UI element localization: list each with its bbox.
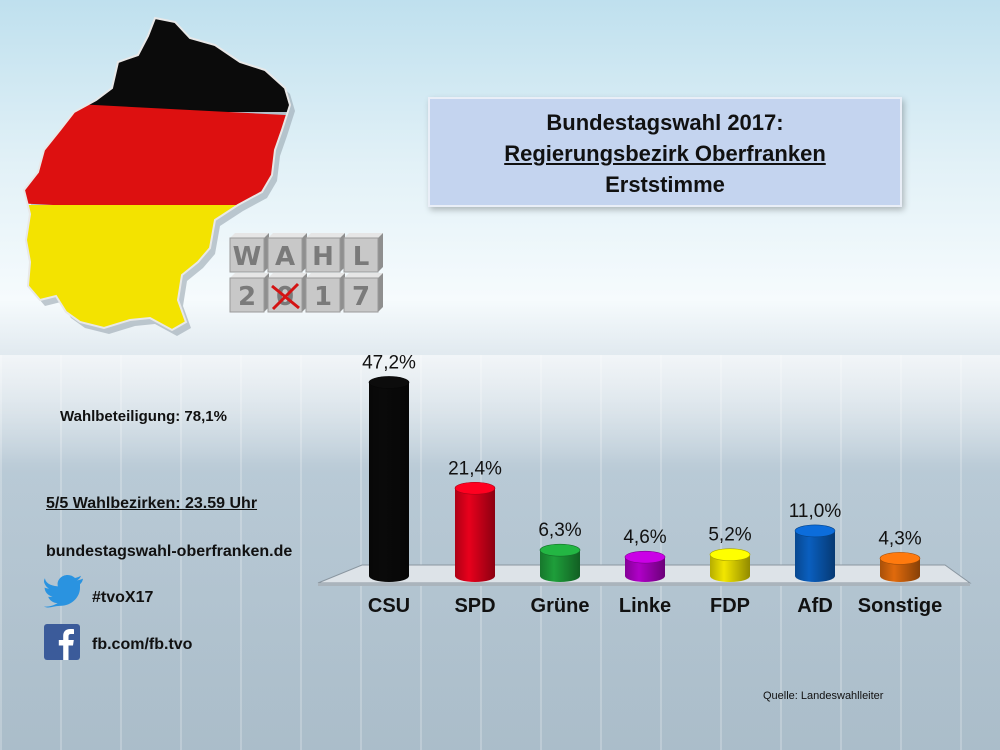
category-label: CSU: [368, 595, 410, 617]
logo-cube-1-3: 7: [343, 273, 383, 313]
bar-spd: [455, 488, 495, 582]
districts-status-text: 5/5 Wahlbezirken: 23.59 Uhr: [46, 495, 258, 512]
category-label: Grüne: [531, 595, 590, 617]
logo-cube-0-2: H: [305, 233, 345, 273]
results-bar-chart: 47,2% 21,4% 6,3% 4,6% 5,2% 11,0% 4,3% CSU SPD Gr…: [317, 352, 972, 617]
title-line-2: Regierungsbezirk Oberfranken: [504, 141, 826, 166]
bar-fdp: [710, 554, 750, 582]
value-label: 5,2%: [708, 525, 751, 546]
twitter-bird-icon: [43, 575, 84, 614]
logo-cube-1-1: 0: [267, 273, 307, 313]
bar-top-5: [794, 524, 836, 538]
category-label: Linke: [619, 595, 671, 617]
bar-top-6: [879, 552, 921, 565]
website-link[interactable]: bundestagswahl-oberfranken.de: [46, 543, 293, 560]
logo-cube-1-0: 2: [229, 273, 269, 313]
turnout-text: Wahlbeteiligung: 78,1%: [60, 408, 227, 425]
source-text: Quelle: Landeswahlleiter: [763, 690, 884, 702]
bar-csu: [369, 382, 409, 582]
logo-cube-0-1: A: [267, 233, 307, 273]
bar-top-2: [539, 543, 581, 557]
logo-letter: H: [312, 242, 334, 272]
logo-letter: W: [233, 242, 262, 272]
logo-letter: 7: [352, 282, 370, 312]
title-line-1: Bundestagswahl 2017:: [546, 110, 784, 135]
value-label: 6,3%: [538, 520, 581, 541]
facebook-icon: [44, 624, 80, 665]
bar-afd: [795, 530, 835, 582]
logo-cube-1-2: 1: [305, 273, 345, 313]
category-label: AfD: [797, 595, 833, 617]
title-line-3: Erststimme: [605, 172, 725, 197]
bar-top-4: [709, 548, 751, 561]
value-label: 4,3%: [878, 528, 921, 549]
category-label: Sonstige: [858, 595, 942, 617]
bar-grne: [540, 550, 580, 582]
logo-letter: 2: [238, 282, 256, 312]
category-label: SPD: [454, 595, 495, 617]
bar-top-1: [454, 481, 496, 495]
logo-cube-0-3: L: [343, 233, 383, 273]
logo-cube-0-0: W: [229, 233, 269, 273]
twitter-handle-text[interactable]: #tvoX17: [92, 589, 154, 606]
chart-base-edge: [318, 583, 970, 586]
title-box: Bundestagswahl 2017: Regierungsbezirk Ob…: [428, 97, 902, 207]
logo-letter: 1: [314, 282, 332, 312]
bar-top-3: [624, 550, 666, 564]
value-label: 21,4%: [448, 458, 502, 479]
bar-top-0: [368, 376, 410, 389]
value-label: 11,0%: [789, 501, 842, 522]
ballot-cross-icon: [271, 282, 300, 311]
logo-letter: A: [275, 242, 295, 272]
value-label: 4,6%: [623, 527, 666, 548]
facebook-link-text[interactable]: fb.com/fb.tvo: [92, 636, 193, 653]
bar-sonstige: [880, 558, 920, 582]
logo-letter: L: [353, 242, 370, 272]
value-label: 47,2%: [362, 352, 416, 373]
bar-linke: [625, 557, 665, 582]
category-label: FDP: [710, 595, 750, 617]
